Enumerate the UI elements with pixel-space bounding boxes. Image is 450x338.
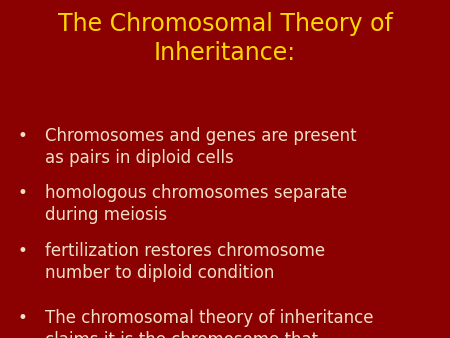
Text: •: • (18, 184, 28, 202)
Text: •: • (18, 309, 28, 327)
Text: The chromosomal theory of inheritance
claims it is the chromosome that
segregate: The chromosomal theory of inheritance cl… (45, 309, 374, 338)
Text: homologous chromosomes separate
during meiosis: homologous chromosomes separate during m… (45, 184, 347, 224)
Text: fertilization restores chromosome
number to diploid condition: fertilization restores chromosome number… (45, 242, 325, 282)
Text: Chromosomes and genes are present
as pairs in diploid cells: Chromosomes and genes are present as pai… (45, 127, 356, 167)
Text: •: • (18, 127, 28, 145)
Text: The Chromosomal Theory of
Inheritance:: The Chromosomal Theory of Inheritance: (58, 12, 392, 65)
Text: •: • (18, 242, 28, 260)
